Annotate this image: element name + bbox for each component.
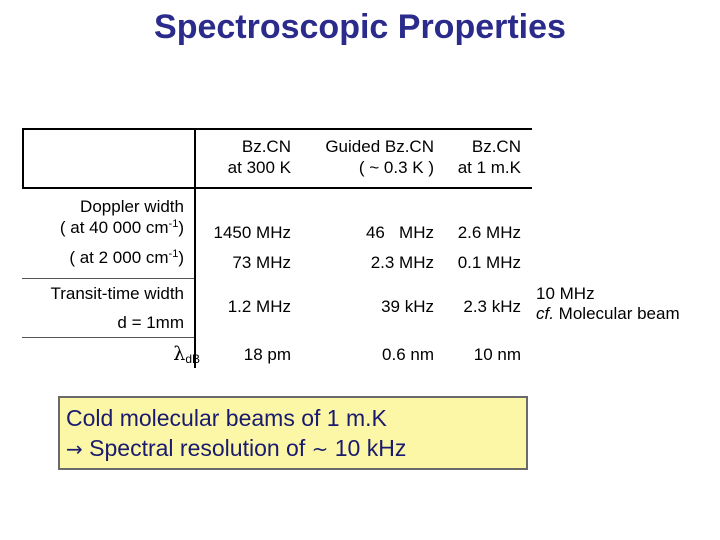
doppler-2000-col-3: 0.1 MHz [457,253,521,272]
doppler-40000-col-2: 46 MHz [365,223,434,242]
page-title: Spectroscopic Properties [154,8,566,46]
table-first-column-divider [194,128,196,368]
debroglie-col-2: 0.6 nm [382,345,434,364]
debroglie-col-1: 18 pm [243,345,291,364]
table-top-border [22,128,532,130]
header-col-2: Guided Bz.CN( ~ 0.3 K ) [325,137,434,177]
summary-line-1: Cold molecular beams of 1 m.K [66,405,387,431]
doppler-40000-col-3: 2.6 MHz [457,223,521,242]
row-divider-2 [22,337,194,338]
side-note: 10 MHz cf. Molecular beam [536,284,680,323]
transit-col-2: 39 kHz [381,297,434,316]
doppler-2000-col-1: 73 MHz [232,253,291,272]
debroglie-col-3: 10 nm [473,345,521,364]
right-arrow-icon: → [66,437,83,461]
summary-box: Cold molecular beams of 1 m.K → Spectral… [58,396,528,470]
doppler-40000-col-1: 1450 MHz [213,223,291,242]
transit-col-1: 1.2 MHz [227,297,291,316]
transit-col-3: 2.3 kHz [463,297,521,316]
row-label-doppler: Doppler width ( at 40 000 cm-1) ( at 2 0… [59,197,184,267]
row-label-debroglie: λdB [173,343,200,367]
header-col-3: Bz.CN at 1 m.K [457,137,521,177]
row-label-transit: Transit-time width d = 1mm [50,284,184,332]
header-col-1: Bz.CN at 300 K [227,137,291,177]
doppler-2000-col-2: 2.3 MHz [370,253,434,272]
summary-line-2: → Spectral resolution of ~ 10 kHz [66,435,407,461]
row-divider-1 [22,278,194,279]
table-header-divider [22,187,532,189]
table-left-border [22,128,24,188]
